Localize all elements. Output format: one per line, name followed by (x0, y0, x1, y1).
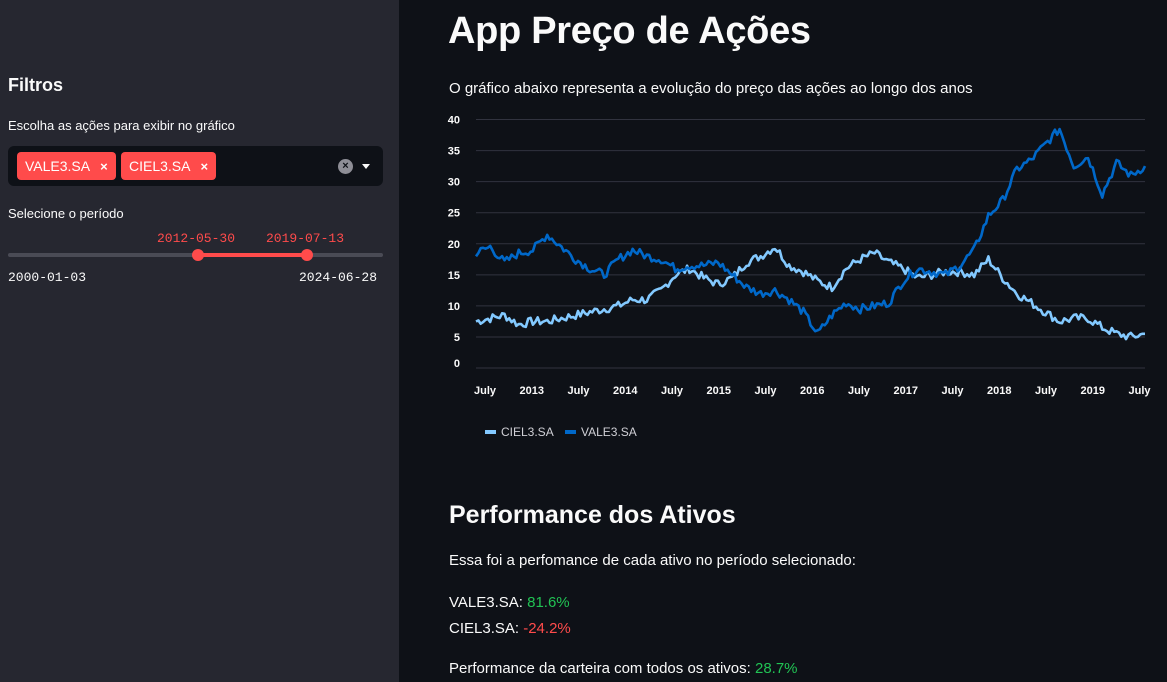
x-tick-label: July (941, 385, 964, 397)
remove-tag-icon[interactable]: × (100, 158, 108, 174)
performance-intro: Essa foi a perfomance de cada ativo no p… (449, 552, 856, 569)
x-tick-label: July (474, 385, 497, 397)
performance-ticker: CIEL3.SA: (449, 620, 520, 637)
y-tick-label: 35 (448, 146, 460, 158)
legend-swatch-icon (565, 430, 576, 434)
legend-label[interactable]: VALE3.SA (581, 425, 637, 439)
x-tick-label: 2017 (894, 385, 918, 397)
slider-label: Selecione o período (8, 206, 124, 221)
page-title: App Preço de Ações (448, 10, 811, 52)
slider-start-value: 2012-05-30 (157, 231, 236, 246)
y-tick-label: 25 (448, 208, 460, 220)
x-tick-label: July (567, 385, 590, 397)
sidebar-title: Filtros (8, 75, 64, 95)
x-tick-label: July (1128, 385, 1151, 397)
ticker-pill-label: CIEL3.SA (129, 158, 191, 174)
x-tick-label: 2013 (520, 385, 544, 397)
chart-canvas[interactable]: 0 5 10 15 20 25 30 35 40 July 2013 July 2014 July 201… (440, 105, 1167, 450)
slider-max-label: 2024-06-28 (299, 270, 378, 285)
slider-end-handle[interactable] (301, 249, 313, 261)
performance-item-vale3: VALE3.SA: 81.6% (449, 594, 570, 611)
price-line-chart[interactable]: 0 5 10 15 20 25 30 35 40 July 2013 July 2014 July 201… (440, 105, 1167, 450)
slider-end-value: 2019-07-13 (266, 231, 345, 246)
portfolio-label: Performance da carteira com todos os ati… (449, 660, 751, 677)
y-tick-label: 40 (448, 115, 460, 127)
sidebar: Filtros Escolha as ações para exibir no … (0, 0, 399, 682)
y-tick-label: 15 (448, 270, 460, 282)
slider-min-label: 2000-01-03 (8, 270, 87, 285)
series-line-ciel3-sa[interactable] (475, 247, 1145, 341)
ticker-pill-vale3: VALE3.SA × (17, 152, 116, 180)
performance-item-ciel3: CIEL3.SA: -24.2% (449, 620, 571, 637)
performance-value: -24.2% (523, 620, 571, 637)
y-tick-label: 10 (448, 301, 460, 313)
performance-value: 81.6% (527, 594, 570, 611)
x-tick-label: 2018 (987, 385, 1011, 397)
y-tick-label: 30 (448, 177, 460, 189)
x-tick-label: July (1035, 385, 1058, 397)
x-tick-label: 2016 (800, 385, 824, 397)
x-tick-label: July (848, 385, 871, 397)
y-tick-label: 20 (448, 239, 460, 251)
page-subtitle: O gráfico abaixo representa a evolução d… (449, 80, 973, 97)
y-tick-label: 0 (454, 358, 460, 370)
chevron-down-icon[interactable] (362, 164, 370, 169)
performance-ticker: VALE3.SA: (449, 594, 523, 611)
portfolio-value: 28.7% (754, 660, 798, 677)
portfolio-performance: Performance da carteira com todos os ati… (449, 660, 798, 677)
x-tick-label: 2014 (613, 385, 638, 397)
x-tick-label: July (754, 385, 777, 397)
ticker-multiselect[interactable]: VALE3.SA × CIEL3.SA × × (8, 146, 383, 186)
y-tick-label: 5 (454, 332, 460, 344)
x-tick-label: 2019 (1081, 385, 1105, 397)
ticker-pill-label: VALE3.SA (25, 158, 91, 174)
date-range-slider-selection (198, 253, 307, 257)
legend-label[interactable]: CIEL3.SA (501, 425, 554, 439)
performance-heading: Performance dos Ativos (449, 501, 736, 529)
slider-start-handle[interactable] (192, 249, 204, 261)
ticker-pill-ciel3: CIEL3.SA × (121, 152, 217, 180)
x-tick-label: July (661, 385, 684, 397)
series-line-vale3-sa[interactable] (474, 127, 1147, 333)
clear-all-icon[interactable]: × (338, 159, 353, 174)
remove-tag-icon[interactable]: × (200, 158, 209, 174)
x-tick-label: 2015 (707, 385, 731, 397)
legend-swatch-icon (485, 430, 496, 434)
multiselect-label: Escolha as ações para exibir no gráfico (8, 118, 235, 133)
